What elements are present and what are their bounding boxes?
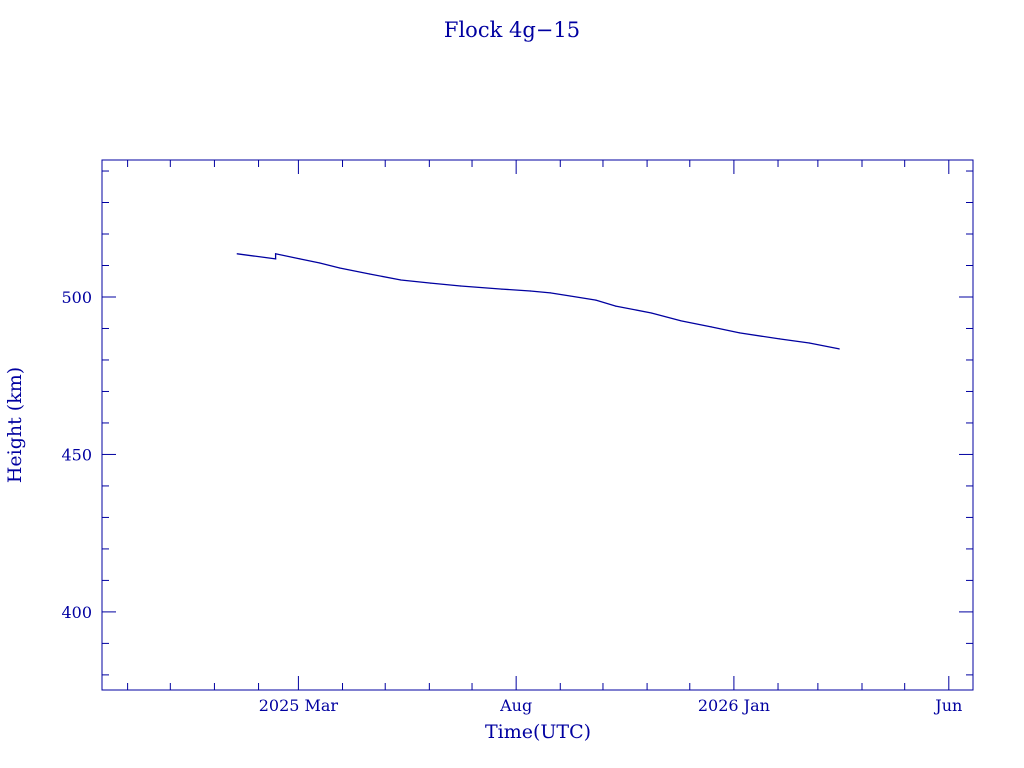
data-point (778, 338, 781, 340)
x-tick-label: Jun (933, 696, 962, 715)
data-point (299, 258, 301, 260)
x-tick-label: Aug (499, 696, 532, 715)
data-point (549, 292, 551, 294)
y-tick-label: 450 (61, 445, 92, 464)
data-point (275, 258, 277, 260)
chart-title: Flock 4g−15 (444, 18, 580, 42)
data-point (680, 320, 682, 322)
y-axis: 400 450 500 (61, 170, 973, 676)
data-point (430, 282, 432, 284)
data-point (339, 267, 341, 269)
data-point (236, 253, 238, 255)
x-tick-label: 2026 Jan (698, 696, 770, 715)
data-point (368, 273, 371, 275)
data-point (808, 342, 810, 344)
data-point (501, 288, 503, 290)
data-point (650, 312, 652, 314)
x-axis-label: Time(UTC) (485, 721, 591, 743)
y-axis-label: Height (km) (4, 367, 26, 483)
y-tick-label: 500 (61, 288, 92, 307)
data-point (460, 285, 462, 287)
data-point (319, 262, 321, 264)
data-point (738, 332, 741, 334)
height-series-line (237, 252, 840, 350)
data-point (569, 295, 571, 297)
y-tick-label: 400 (61, 603, 92, 622)
plot-frame (101, 159, 974, 691)
data-point (275, 253, 277, 255)
data-point (595, 299, 597, 301)
data-point (529, 290, 531, 292)
data-point (400, 279, 402, 281)
data-point (838, 348, 840, 350)
data-point (615, 305, 617, 307)
series-layer (236, 252, 840, 350)
x-tick-label: 2025 Mar (259, 696, 339, 715)
x-axis: 2025 Mar Aug 2026 Jan Jun (127, 160, 962, 715)
data-point (710, 326, 712, 328)
